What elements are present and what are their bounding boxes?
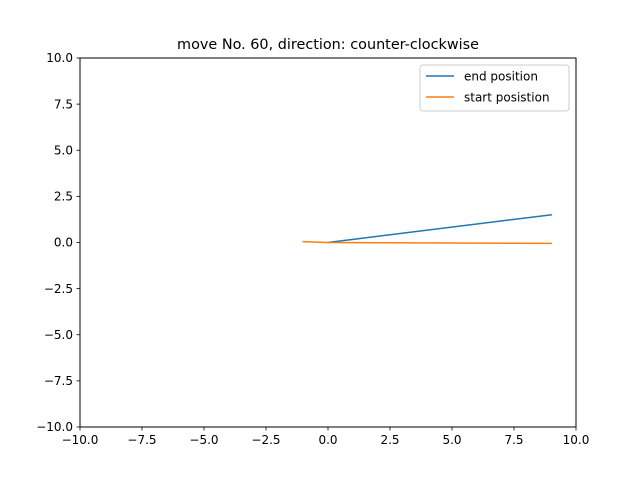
y-tick-label: −10.0 [36,420,73,434]
chart-title: move No. 60, direction: counter-clockwis… [177,37,479,53]
y-tick-label: −2.5 [44,282,73,296]
x-axis: −10.0 −7.5 −5.0 −2.5 0.0 2.5 5.0 7.5 10.0 [62,427,590,447]
series-layer [302,213,553,245]
legend-box [419,64,570,112]
y-tick-label: 5.0 [54,143,73,157]
x-tick-label: 7.5 [504,433,523,447]
y-tick-label: 2.5 [54,190,73,204]
y-tick-label: 7.5 [54,97,73,111]
x-tick-label: −5.0 [189,433,218,447]
x-tick-label: −10.0 [62,433,99,447]
y-tick-label: −7.5 [44,374,73,388]
y-tick-label: 10.0 [46,51,73,65]
x-tick-label: 10.0 [563,433,590,447]
legend: end position start posistion [419,64,570,112]
series-line-1 [327,213,553,244]
x-tick-label: 2.5 [380,433,399,447]
y-tick-label: −5.0 [44,328,73,342]
y-tick-label: 0.0 [54,236,73,250]
legend-label-1: end position [464,69,538,83]
series-line-2 [302,240,552,245]
x-tick-label: −2.5 [251,433,280,447]
legend-label-2: start posistion [464,90,550,104]
x-tick-label: −7.5 [127,433,156,447]
y-axis: −10.0 −7.5 −5.0 −2.5 0.0 2.5 5.0 7.5 10.0 [36,51,80,434]
x-tick-label: 5.0 [442,433,461,447]
x-tick-label: 0.0 [318,433,337,447]
